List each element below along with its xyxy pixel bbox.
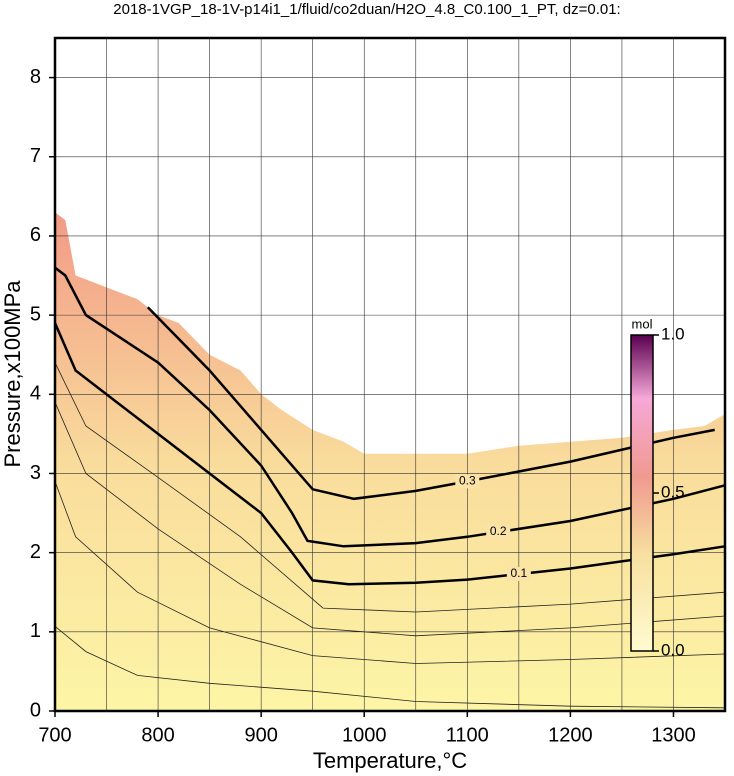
thin-contour xyxy=(54,362,726,613)
colorbar xyxy=(630,334,654,652)
y-tick-label: 0 xyxy=(30,699,41,721)
contour-label-bg xyxy=(455,474,480,489)
thin-contour xyxy=(54,625,726,709)
x-tick-label: 700 xyxy=(38,724,71,746)
colorbar-label: mol xyxy=(632,316,653,331)
y-tick-label: 5 xyxy=(30,303,41,325)
colorbar-tick-label: 0.5 xyxy=(661,482,685,501)
contour-label-bg xyxy=(486,525,511,540)
contour-line xyxy=(54,266,726,548)
y-tick-label: 3 xyxy=(30,462,41,484)
thin-contour xyxy=(54,481,726,664)
plot-frame xyxy=(53,36,727,713)
colorbar-tick-label: 0.0 xyxy=(661,640,685,659)
y-tick-label: 1 xyxy=(30,620,41,642)
contour-label: 0.1 xyxy=(511,566,528,580)
y-tick-label: 2 xyxy=(30,541,41,563)
x-tick-label: 1100 xyxy=(446,724,489,746)
contour-line xyxy=(53,322,726,586)
x-axis-label: Temperature,°C xyxy=(313,748,467,773)
y-tick-label: 7 xyxy=(30,145,41,167)
thin-contour xyxy=(54,402,726,637)
x-tick-label: 1300 xyxy=(651,724,696,746)
y-tick-label: 8 xyxy=(30,66,41,88)
chart-title: 2018-1VGP_18-1V-p14i1_1/fluid/co2duan/H2… xyxy=(113,1,620,18)
contour-label-bg xyxy=(506,567,531,582)
contour-line xyxy=(146,306,715,501)
x-tick-label: 1000 xyxy=(342,724,387,746)
contour-label: 0.2 xyxy=(490,524,507,538)
data-region xyxy=(55,212,725,711)
contour-label: 0.3 xyxy=(459,474,476,488)
y-tick-label: 6 xyxy=(30,224,41,246)
colorbar-tick-label: 1.0 xyxy=(661,324,685,343)
x-tick-label: 1200 xyxy=(548,724,593,746)
x-tick-label: 900 xyxy=(244,724,277,746)
y-axis-label: Pressure,x100MPa xyxy=(0,280,25,468)
x-tick-label: 800 xyxy=(141,724,174,746)
y-tick-label: 4 xyxy=(30,383,41,405)
